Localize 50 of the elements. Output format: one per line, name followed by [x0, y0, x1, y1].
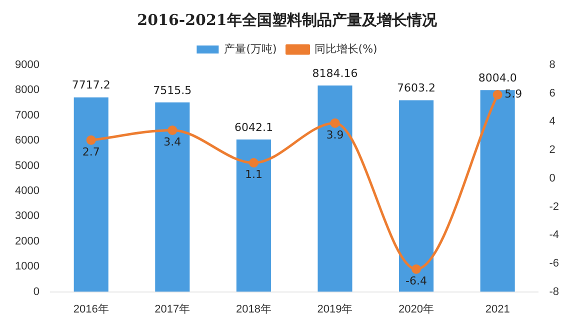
data-label: 6042.1 — [234, 120, 273, 134]
bar — [399, 100, 434, 292]
data-label: 7603.2 — [397, 82, 436, 95]
x-tick-label: 2019年 — [317, 303, 353, 316]
bar — [155, 102, 190, 292]
data-label: 3.4 — [164, 136, 182, 149]
point — [412, 264, 422, 274]
point — [492, 90, 502, 100]
point — [248, 158, 258, 168]
chart-title: 2016-2021年全国塑料制品产量及增长情况 — [137, 10, 438, 29]
y2-tick-label: -2 — [549, 200, 559, 213]
y-tick-label: 1000 — [14, 260, 40, 273]
y2-tick-label: -6 — [549, 257, 559, 270]
x-tick-label: 2020年 — [398, 303, 434, 316]
data-label: 8004.0 — [478, 71, 517, 84]
y-tick-label: 2000 — [14, 235, 40, 248]
point — [86, 135, 96, 145]
data-label: 7717.2 — [72, 78, 110, 92]
y-tick-label: 6000 — [14, 134, 40, 147]
y2-tick-label: 2 — [549, 144, 556, 156]
legend-label: 同比增长(%) — [314, 42, 378, 56]
y-tick-label: 9000 — [14, 59, 40, 72]
data-label: 3.9 — [326, 128, 344, 142]
data-label: -6.4 — [406, 274, 428, 288]
bar — [74, 97, 108, 292]
point — [330, 118, 340, 128]
y-tick-label: 3000 — [14, 210, 40, 222]
x-tick-label: 2018年 — [236, 303, 272, 316]
y-tick-label: 7000 — [14, 109, 40, 122]
data-label: 8184.16 — [312, 66, 358, 80]
data-label: 2.7 — [82, 145, 100, 158]
y2-tick-label: 4 — [549, 116, 556, 128]
y2-tick-label: 8 — [549, 59, 556, 72]
bar — [318, 86, 352, 292]
y-tick-label: 0 — [33, 286, 40, 298]
x-tick-label: 2021 — [485, 303, 510, 316]
y-tick-label: 4000 — [14, 185, 40, 198]
y2-tick-label: 6 — [549, 87, 556, 100]
y-tick-label: 8000 — [14, 84, 40, 96]
y2-tick-label: 0 — [549, 172, 556, 184]
y2-tick-label: -4 — [549, 229, 559, 242]
x-tick-label: 2016年 — [73, 303, 109, 316]
y-tick-label: 5000 — [14, 160, 40, 172]
data-label: 7515.5 — [153, 84, 192, 97]
x-tick-label: 2017年 — [154, 303, 190, 316]
data-label: 1.1 — [244, 168, 262, 182]
point — [168, 125, 178, 135]
bar — [236, 140, 271, 292]
y2-tick-label: -8 — [549, 286, 559, 298]
legend-label: 产量(万吨) — [224, 42, 277, 56]
